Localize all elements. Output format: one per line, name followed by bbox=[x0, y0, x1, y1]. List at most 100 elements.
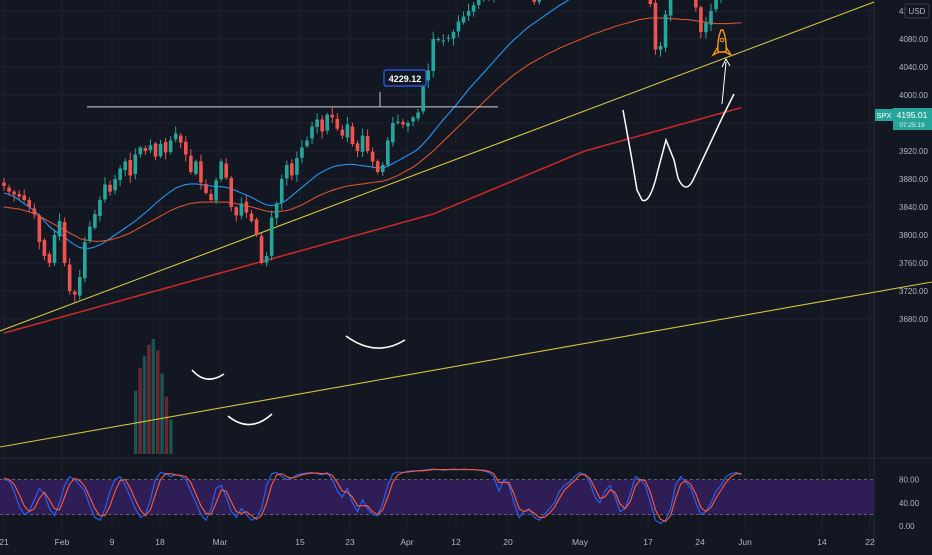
stochastic-panel[interactable] bbox=[0, 457, 932, 524]
candle-body[interactable] bbox=[355, 143, 360, 151]
candle-body[interactable] bbox=[108, 184, 112, 192]
candle-body[interactable] bbox=[17, 194, 21, 197]
candle-body[interactable] bbox=[370, 151, 375, 162]
candle-body[interactable] bbox=[83, 242, 87, 279]
candle-body[interactable] bbox=[532, 0, 537, 2]
candle-body[interactable] bbox=[391, 123, 395, 143]
candle-body[interactable] bbox=[224, 163, 228, 178]
candle-body[interactable] bbox=[648, 0, 653, 4]
candle-body[interactable] bbox=[320, 119, 324, 132]
candle-body[interactable] bbox=[290, 163, 294, 176]
candle-body[interactable] bbox=[279, 179, 284, 203]
candle-body[interactable] bbox=[67, 264, 72, 291]
candle-body[interactable] bbox=[12, 191, 16, 195]
candle-body[interactable] bbox=[386, 140, 390, 165]
candle-body[interactable] bbox=[138, 147, 143, 155]
candle-body[interactable] bbox=[239, 203, 244, 216]
candle-body[interactable] bbox=[113, 179, 117, 191]
candle-body[interactable] bbox=[98, 200, 102, 216]
candle-body[interactable] bbox=[148, 145, 153, 151]
candle-body[interactable] bbox=[173, 133, 178, 140]
candle-body[interactable] bbox=[285, 165, 289, 179]
candle-body[interactable] bbox=[653, 2, 658, 50]
candle-body[interactable] bbox=[2, 182, 6, 187]
target-label[interactable]: 4229.12 bbox=[383, 69, 427, 87]
candle-body[interactable] bbox=[714, 0, 718, 10]
candle-body[interactable] bbox=[32, 208, 37, 214]
candle-body[interactable] bbox=[184, 141, 188, 155]
candle-body[interactable] bbox=[375, 161, 380, 172]
candle-body[interactable] bbox=[229, 178, 234, 207]
candle-body[interactable] bbox=[300, 147, 304, 158]
candle-body[interactable] bbox=[471, 5, 476, 12]
candle-body[interactable] bbox=[446, 37, 451, 39]
candle-body[interactable] bbox=[264, 256, 269, 263]
time-axis[interactable]: 21 Feb 9 18 Mar 15 23 Apr 12 20 May 17 24 Jun 14 22 bbox=[0, 537, 875, 547]
candle-body[interactable] bbox=[335, 118, 340, 129]
candle-body[interactable] bbox=[274, 203, 279, 218]
candle-body[interactable] bbox=[88, 226, 92, 241]
candle-body[interactable] bbox=[699, 7, 703, 32]
candle-body[interactable] bbox=[663, 14, 668, 48]
candle-body[interactable] bbox=[57, 221, 62, 237]
candle-body[interactable] bbox=[27, 200, 32, 207]
candle-body[interactable] bbox=[199, 161, 203, 183]
candle-body[interactable] bbox=[163, 141, 168, 153]
candle-body[interactable] bbox=[476, 0, 481, 6]
candle-body[interactable] bbox=[128, 159, 133, 176]
candle-body[interactable] bbox=[62, 222, 67, 263]
candle-body[interactable] bbox=[219, 161, 223, 180]
candle-body[interactable] bbox=[668, 0, 673, 16]
candle-body[interactable] bbox=[52, 235, 57, 263]
candle-body[interactable] bbox=[461, 16, 466, 23]
candle-body[interactable] bbox=[249, 213, 254, 221]
candle-body[interactable] bbox=[350, 126, 355, 144]
candle-body[interactable] bbox=[93, 214, 97, 228]
candle-body[interactable] bbox=[189, 155, 193, 172]
candle-body[interactable] bbox=[209, 193, 213, 200]
candle-body[interactable] bbox=[325, 114, 329, 131]
candle-body[interactable] bbox=[431, 39, 436, 71]
candle-body[interactable] bbox=[310, 126, 314, 139]
candle-body[interactable] bbox=[204, 183, 208, 193]
candle-body[interactable] bbox=[305, 140, 309, 147]
candle-body[interactable] bbox=[77, 277, 82, 296]
candle-body[interactable] bbox=[194, 161, 198, 174]
candle-body[interactable] bbox=[451, 32, 456, 39]
candle-body[interactable] bbox=[411, 117, 415, 122]
candle-body[interactable] bbox=[360, 135, 365, 152]
candle-body[interactable] bbox=[37, 215, 42, 242]
candle-body[interactable] bbox=[214, 180, 218, 201]
candle-body[interactable] bbox=[401, 121, 405, 125]
candle-body[interactable] bbox=[7, 187, 11, 192]
candle-body[interactable] bbox=[118, 168, 122, 180]
candle-body[interactable] bbox=[537, 0, 542, 2]
candle-body[interactable] bbox=[295, 158, 299, 175]
candle-body[interactable] bbox=[315, 119, 319, 127]
candle-body[interactable] bbox=[456, 21, 461, 32]
candle-body[interactable] bbox=[345, 124, 350, 138]
candle-body[interactable] bbox=[259, 236, 264, 263]
candle-body[interactable] bbox=[178, 135, 183, 143]
candle-body[interactable] bbox=[269, 217, 274, 256]
candle-body[interactable] bbox=[340, 129, 345, 136]
candle-body[interactable] bbox=[22, 195, 26, 200]
candle-body[interactable] bbox=[426, 70, 430, 81]
candle-body[interactable] bbox=[123, 161, 127, 171]
candle-body[interactable] bbox=[168, 140, 173, 153]
candle-body[interactable] bbox=[694, 0, 698, 8]
candle-body[interactable] bbox=[42, 240, 47, 256]
candle-body[interactable] bbox=[406, 123, 410, 127]
candle-body[interactable] bbox=[709, 11, 713, 25]
candle-body[interactable] bbox=[658, 46, 663, 50]
currency-badge[interactable]: USD bbox=[904, 3, 930, 19]
candle-body[interactable] bbox=[704, 22, 708, 33]
candle-body[interactable] bbox=[244, 201, 249, 213]
candle-body[interactable] bbox=[47, 254, 52, 263]
candle-body[interactable] bbox=[158, 144, 163, 157]
candle-body[interactable] bbox=[380, 165, 385, 173]
candle-body[interactable] bbox=[143, 148, 148, 151]
candle-body[interactable] bbox=[72, 291, 77, 295]
candle-body[interactable] bbox=[254, 219, 259, 235]
